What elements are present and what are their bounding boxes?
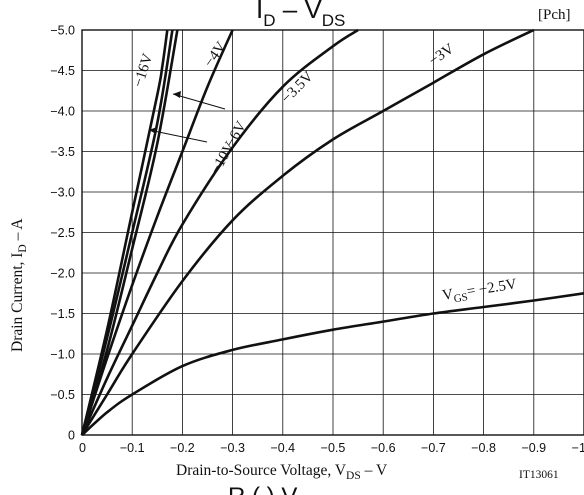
- y-tick-label: −2.0: [50, 267, 75, 281]
- figure-id: IT13061: [519, 469, 559, 481]
- y-axis-ticks: 0 −0.5 −1.0 −1.5 −2.0 −2.5 −3.0 −3.5 −4.0 −4.5 −5.…: [50, 24, 75, 443]
- y-tick-label: 0: [68, 429, 75, 443]
- y-tick-label: −1.5: [50, 307, 75, 321]
- x-tick-label: 0: [79, 441, 86, 455]
- curves: [80, 28, 584, 436]
- x-axis-ticks: 0 −0.1 −0.2 −0.3 −0.4 −0.5 −0.6 −0.7 −0.8 −0.9 −1.…: [79, 441, 584, 455]
- y-axis-label: Drain Current, ID – A: [9, 218, 29, 352]
- y-tick-label: −1.0: [50, 348, 75, 362]
- series-line: [80, 28, 359, 436]
- label-vgs-2-5v: VGS= −2.5V: [441, 276, 518, 307]
- x-tick-label: −0.6: [371, 441, 396, 455]
- y-tick-label: −4.0: [50, 105, 75, 119]
- series-line: [81, 292, 584, 436]
- x-tick-label: −0.5: [321, 441, 346, 455]
- chart-title: ID – VDS: [256, 0, 345, 30]
- plot-frame: [81, 29, 584, 436]
- x-tick-label: −0.3: [220, 441, 245, 455]
- leader-10v: [148, 129, 208, 143]
- series-line: [80, 29, 234, 436]
- x-tick-label: −0.7: [421, 441, 446, 455]
- x-tick-label: −0.2: [170, 441, 195, 455]
- leader-6v: [172, 93, 226, 110]
- x-tick-label: −0.8: [471, 441, 496, 455]
- x-tick-label: −1.0: [572, 441, 584, 455]
- x-tick-label: −0.9: [521, 441, 546, 455]
- leader-10v-arrowhead: [149, 127, 157, 134]
- y-tick-label: −3.0: [50, 186, 75, 200]
- x-tick-label: −0.1: [120, 441, 145, 455]
- y-tick-label: −3.5: [50, 145, 75, 159]
- series-line: [80, 29, 174, 436]
- bottom-cut-text: R ( ) V: [228, 483, 297, 495]
- y-tick-label: −4.5: [50, 64, 75, 78]
- x-tick-label: −0.4: [270, 441, 295, 455]
- grid: [82, 30, 584, 435]
- x-axis-label: Drain-to-Source Voltage, VDS – V: [176, 462, 388, 482]
- series-line: [80, 28, 535, 436]
- label-10v: −10V: [208, 139, 239, 177]
- series-line: [80, 29, 179, 436]
- series-line: [80, 29, 169, 436]
- y-tick-label: −5.0: [50, 24, 75, 38]
- y-tick-label: −2.5: [50, 226, 75, 240]
- label-3v: −3V: [426, 41, 457, 70]
- y-tick-label: −0.5: [50, 388, 75, 402]
- channel-tag: [Pch]: [538, 7, 571, 23]
- leader-6v-arrowhead: [173, 91, 181, 98]
